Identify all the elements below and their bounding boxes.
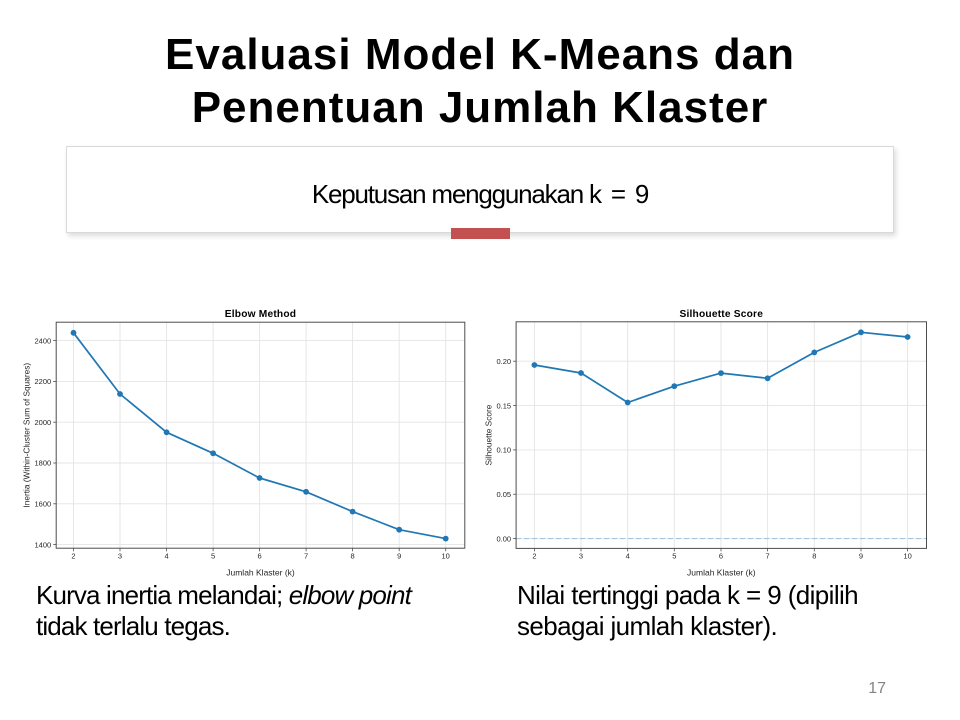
svg-text:4: 4 [165,551,169,560]
svg-text:6: 6 [719,552,723,561]
svg-text:9: 9 [397,551,401,560]
svg-text:1600: 1600 [35,500,52,509]
svg-text:2: 2 [71,551,75,560]
svg-text:2400: 2400 [35,336,52,345]
svg-text:3: 3 [579,552,583,561]
svg-text:Jumlah Klaster (k): Jumlah Klaster (k) [687,568,756,578]
svg-text:5: 5 [211,551,215,560]
svg-text:3: 3 [118,551,122,560]
svg-text:8: 8 [351,551,355,560]
svg-text:1800: 1800 [35,459,52,468]
svg-text:10: 10 [903,552,911,561]
svg-text:2200: 2200 [35,377,52,386]
svg-text:10: 10 [442,551,450,560]
svg-text:8: 8 [812,552,816,561]
svg-text:9: 9 [859,552,863,561]
svg-text:4: 4 [626,552,630,561]
svg-text:6: 6 [258,551,262,560]
svg-text:1400: 1400 [35,540,52,549]
svg-text:7: 7 [304,551,308,560]
svg-text:5: 5 [672,552,676,561]
svg-text:Silhouette Score: Silhouette Score [680,309,764,320]
svg-text:0.05: 0.05 [496,490,511,499]
svg-text:7: 7 [766,552,770,561]
svg-text:0.10: 0.10 [496,446,511,455]
svg-text:Inertia (Within-Cluster Sum of: Inertia (Within-Cluster Sum of Squares) [22,363,32,508]
svg-text:0.00: 0.00 [496,534,511,543]
svg-text:Silhouette Score: Silhouette Score [484,404,494,465]
svg-text:0.20: 0.20 [496,357,511,366]
svg-text:0.15: 0.15 [496,401,511,410]
svg-text:Elbow Method: Elbow Method [225,309,296,320]
svg-text:Jumlah Klaster (k): Jumlah Klaster (k) [226,568,295,578]
svg-text:2000: 2000 [35,418,52,427]
svg-text:2: 2 [532,552,536,561]
